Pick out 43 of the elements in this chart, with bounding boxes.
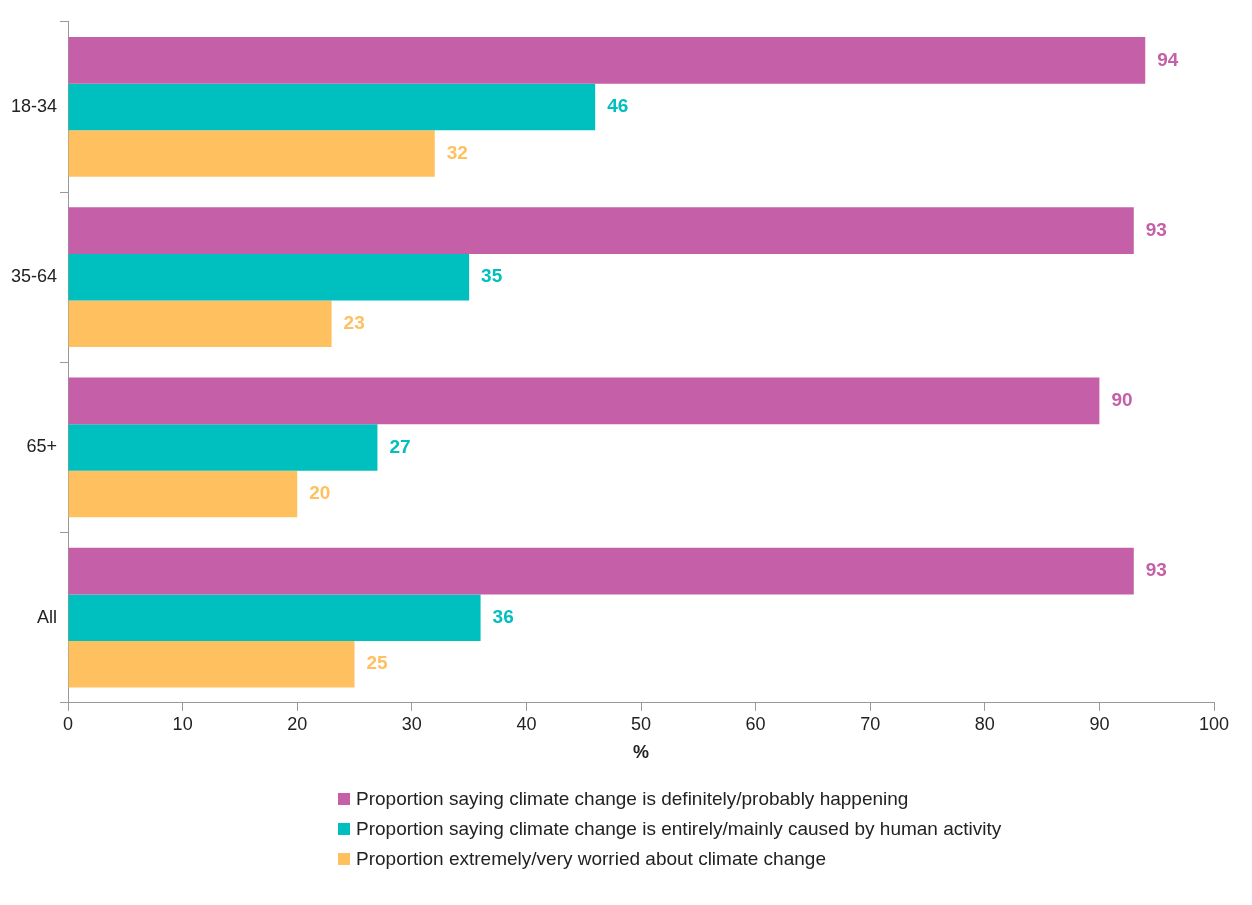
data-label: 20 xyxy=(309,482,331,504)
y-tick-label: All xyxy=(37,606,58,627)
bar xyxy=(68,130,435,177)
data-label: 25 xyxy=(366,652,389,674)
x-axis-title: % xyxy=(633,742,650,763)
legend-label: Proportion saying climate change is definitely/probably happening xyxy=(356,788,909,810)
bar xyxy=(68,37,1146,84)
bar xyxy=(68,594,481,641)
bar xyxy=(68,470,298,518)
x-tick-label: 60 xyxy=(745,713,766,734)
data-label: 27 xyxy=(389,435,411,457)
x-tick-label: 70 xyxy=(860,713,881,734)
x-tick-label: 20 xyxy=(287,713,308,734)
bar xyxy=(68,253,470,301)
data-label: 36 xyxy=(492,605,514,627)
bar xyxy=(68,640,355,688)
legend-label: Proportion extremely/very worried about climate change xyxy=(356,848,826,870)
data-label: 32 xyxy=(446,141,468,163)
bar xyxy=(68,83,596,131)
x-tick-label: 80 xyxy=(974,713,995,734)
bar xyxy=(68,424,378,471)
x-tick-label: 50 xyxy=(631,713,652,734)
bar xyxy=(68,207,1134,254)
x-tick-label: 0 xyxy=(63,713,74,734)
data-label: 90 xyxy=(1111,389,1133,411)
y-tick-label: 18-34 xyxy=(10,95,58,116)
data-label: 93 xyxy=(1145,218,1167,240)
x-tick-label: 90 xyxy=(1089,713,1110,734)
y-tick-label: 35-64 xyxy=(10,266,58,287)
y-tick-label: 65+ xyxy=(26,436,58,457)
x-tick-label: 30 xyxy=(401,713,422,734)
bar xyxy=(68,547,1134,595)
x-tick-label: 10 xyxy=(172,713,193,734)
data-label: 93 xyxy=(1145,559,1167,581)
bar xyxy=(68,377,1100,425)
bar xyxy=(68,300,332,347)
x-tick-label: 40 xyxy=(516,713,537,734)
data-label: 23 xyxy=(343,311,365,333)
legend-label: Proportion saying climate change is entirely/mainly caused by human activity xyxy=(356,818,1002,840)
data-label: 46 xyxy=(607,95,629,117)
data-label: 94 xyxy=(1157,48,1179,70)
data-label: 35 xyxy=(481,265,503,287)
x-tick-label: 100 xyxy=(1198,713,1230,734)
